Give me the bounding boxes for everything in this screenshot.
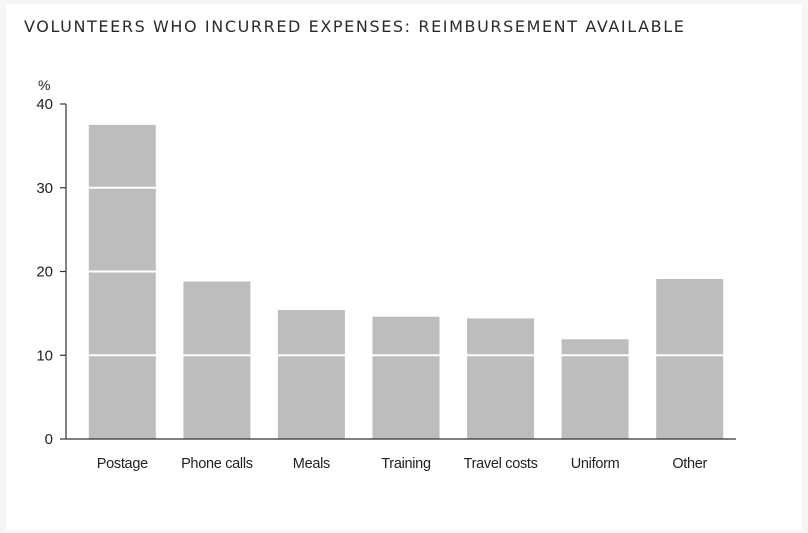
bars-group bbox=[88, 124, 724, 440]
y-axis-label: % bbox=[38, 77, 50, 93]
y-tick-label-10: 10 bbox=[36, 347, 53, 364]
x-tick-label-postage: Postage bbox=[97, 456, 148, 472]
bar-phone-calls bbox=[183, 281, 251, 439]
x-tick-label-meals: Meals bbox=[293, 456, 330, 472]
x-tick-label-other: Other bbox=[672, 456, 707, 472]
chart-title: VOLUNTEERS WHO INCURRED EXPENSES: REIMBU… bbox=[24, 17, 686, 36]
y-tick-label-20: 20 bbox=[36, 264, 53, 281]
bar-meals bbox=[277, 310, 345, 439]
x-tick-label-uniform: Uniform bbox=[571, 456, 620, 472]
bar-other bbox=[656, 279, 724, 439]
y-tick-label-30: 30 bbox=[36, 180, 53, 197]
y-tick-label-0: 0 bbox=[45, 431, 53, 448]
gridlines-group bbox=[68, 103, 736, 357]
y-ticks-group: 0 10 20 30 40 bbox=[36, 96, 66, 448]
bar-postage bbox=[88, 124, 156, 440]
y-tick-label-40: 40 bbox=[36, 96, 53, 113]
x-tick-label-phone-calls: Phone calls bbox=[181, 456, 253, 472]
bar-training bbox=[372, 316, 440, 439]
bar-travel-costs bbox=[467, 318, 535, 439]
x-ticks-group: Postage Phone calls Meals Training Travel co… bbox=[97, 456, 708, 472]
x-tick-label-training: Training bbox=[381, 456, 431, 472]
x-tick-label-travel-costs: Travel costs bbox=[464, 456, 538, 472]
